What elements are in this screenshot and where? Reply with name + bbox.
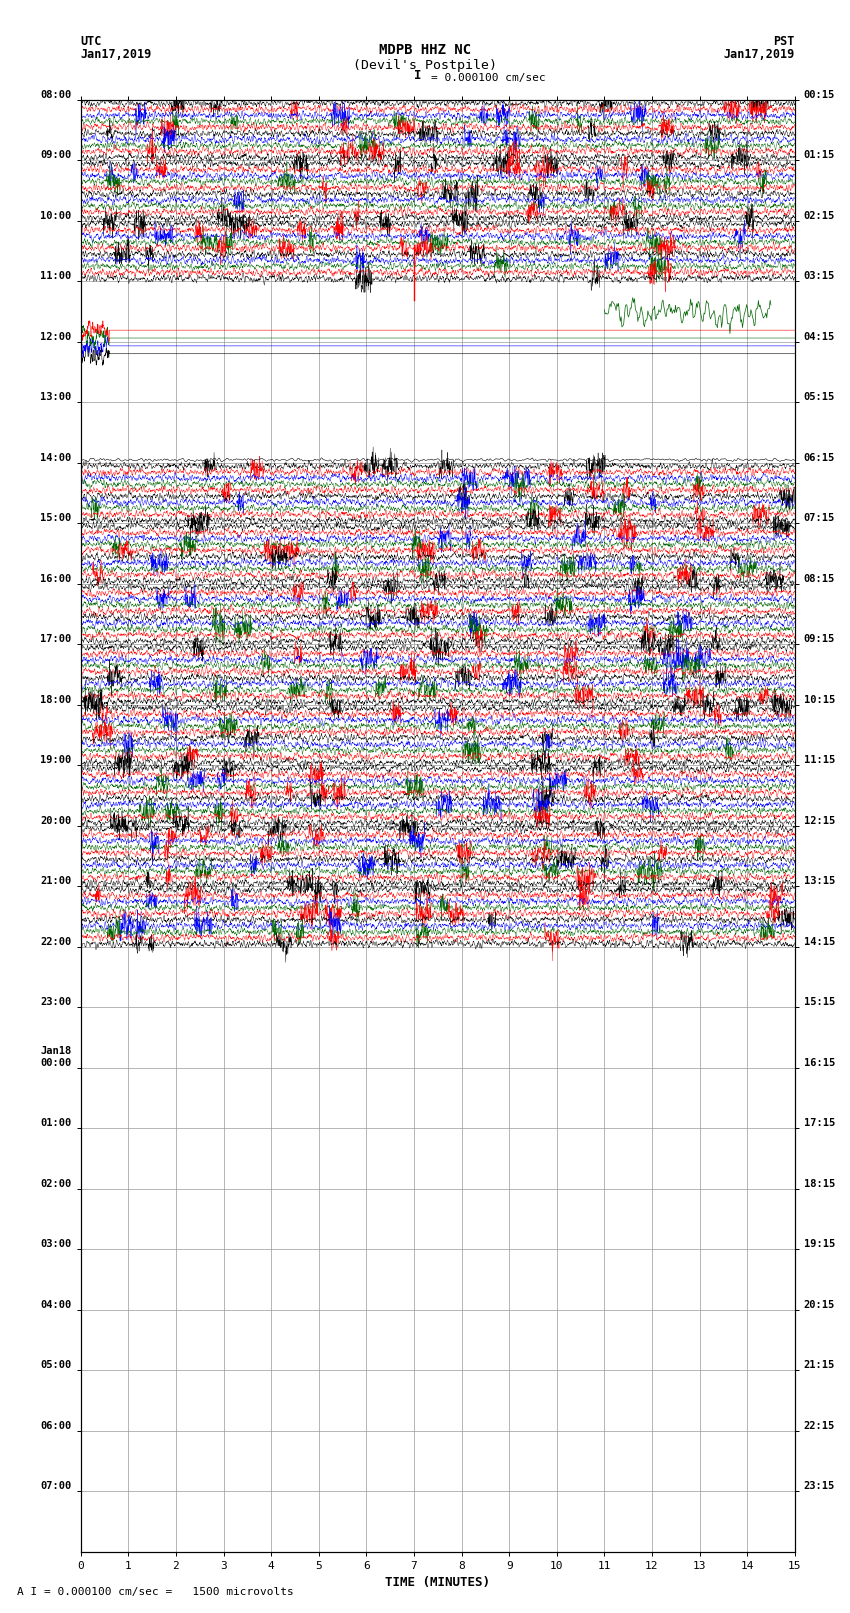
Text: UTC: UTC — [81, 35, 102, 48]
Text: PST: PST — [774, 35, 795, 48]
Text: Jan17,2019: Jan17,2019 — [723, 48, 795, 61]
Text: MDPB HHZ NC: MDPB HHZ NC — [379, 44, 471, 58]
Text: I: I — [415, 69, 422, 82]
Text: (Devil's Postpile): (Devil's Postpile) — [353, 58, 497, 71]
Text: A I = 0.000100 cm/sec =   1500 microvolts: A I = 0.000100 cm/sec = 1500 microvolts — [17, 1587, 294, 1597]
Text: Jan17,2019: Jan17,2019 — [81, 48, 152, 61]
X-axis label: TIME (MINUTES): TIME (MINUTES) — [385, 1576, 490, 1589]
Text: = 0.000100 cm/sec: = 0.000100 cm/sec — [431, 73, 546, 84]
